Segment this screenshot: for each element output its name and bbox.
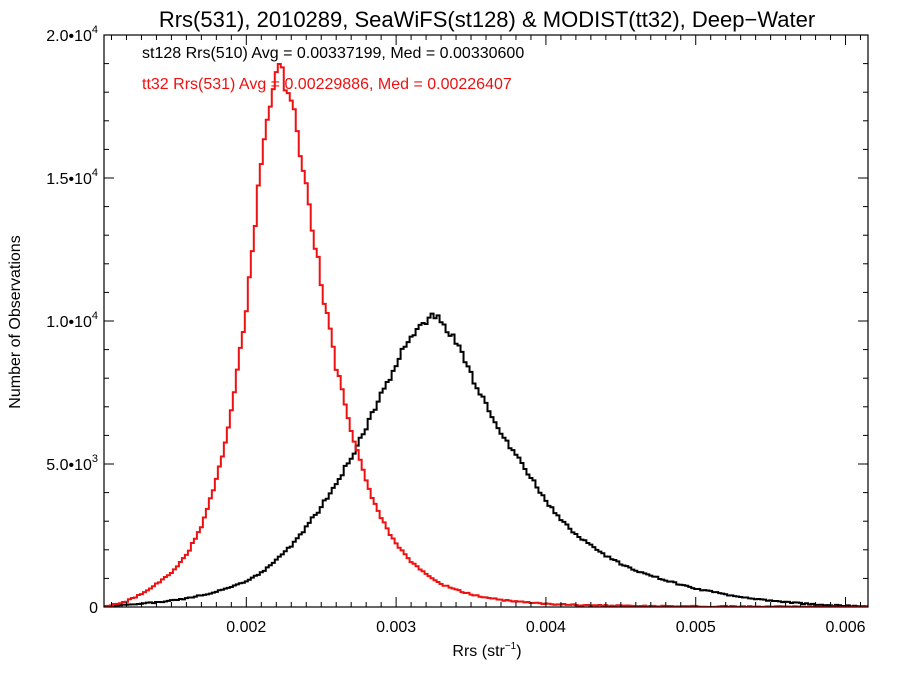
x-axis-label-base: Rrs (str [452,643,505,660]
x-tick-label-2: 0.004 [526,619,566,636]
y-tick-label-2: 1.0•104 [46,310,98,331]
plot-frame [103,34,869,608]
x-axis: 0.002 0.003 0.004 0.005 0.006 [110,35,866,636]
chart-title: Rrs(531), 2010289, SeaWiFS(st128) & MODI… [159,7,815,32]
x-tick-label-0: 0.002 [226,619,266,636]
x-axis-label-sup: −1 [505,641,517,652]
series-1-histogram [104,62,868,607]
x-axis-label-tail: ) [516,643,521,660]
x-tick-label-3: 0.005 [676,619,716,636]
annotation-0: st128 Rrs(510) Avg = 0.00337199, Med = 0… [142,45,524,62]
y-tick-label-0: 0 [89,600,98,617]
x-axis-label: Rrs (str−1) [452,641,521,660]
annotation-1: tt32 Rrs(531) Avg = 0.00229886, Med = 0.… [142,76,512,93]
y-axis: 0 5.0•103 1.0•104 1.5•104 2.0•104 [46,24,868,617]
x-tick-label-4: 0.006 [826,619,866,636]
y-axis-label: Number of Observations [7,235,24,408]
series-layer [104,62,868,607]
y-tick-label-4: 2.0•104 [46,24,98,45]
y-tick-label-1: 5.0•103 [46,453,98,474]
x-tick-label-1: 0.003 [376,619,416,636]
y-tick-label-3: 1.5•104 [46,167,98,188]
series-0-histogram [104,312,868,607]
annotations: st128 Rrs(510) Avg = 0.00337199, Med = 0… [142,45,524,93]
